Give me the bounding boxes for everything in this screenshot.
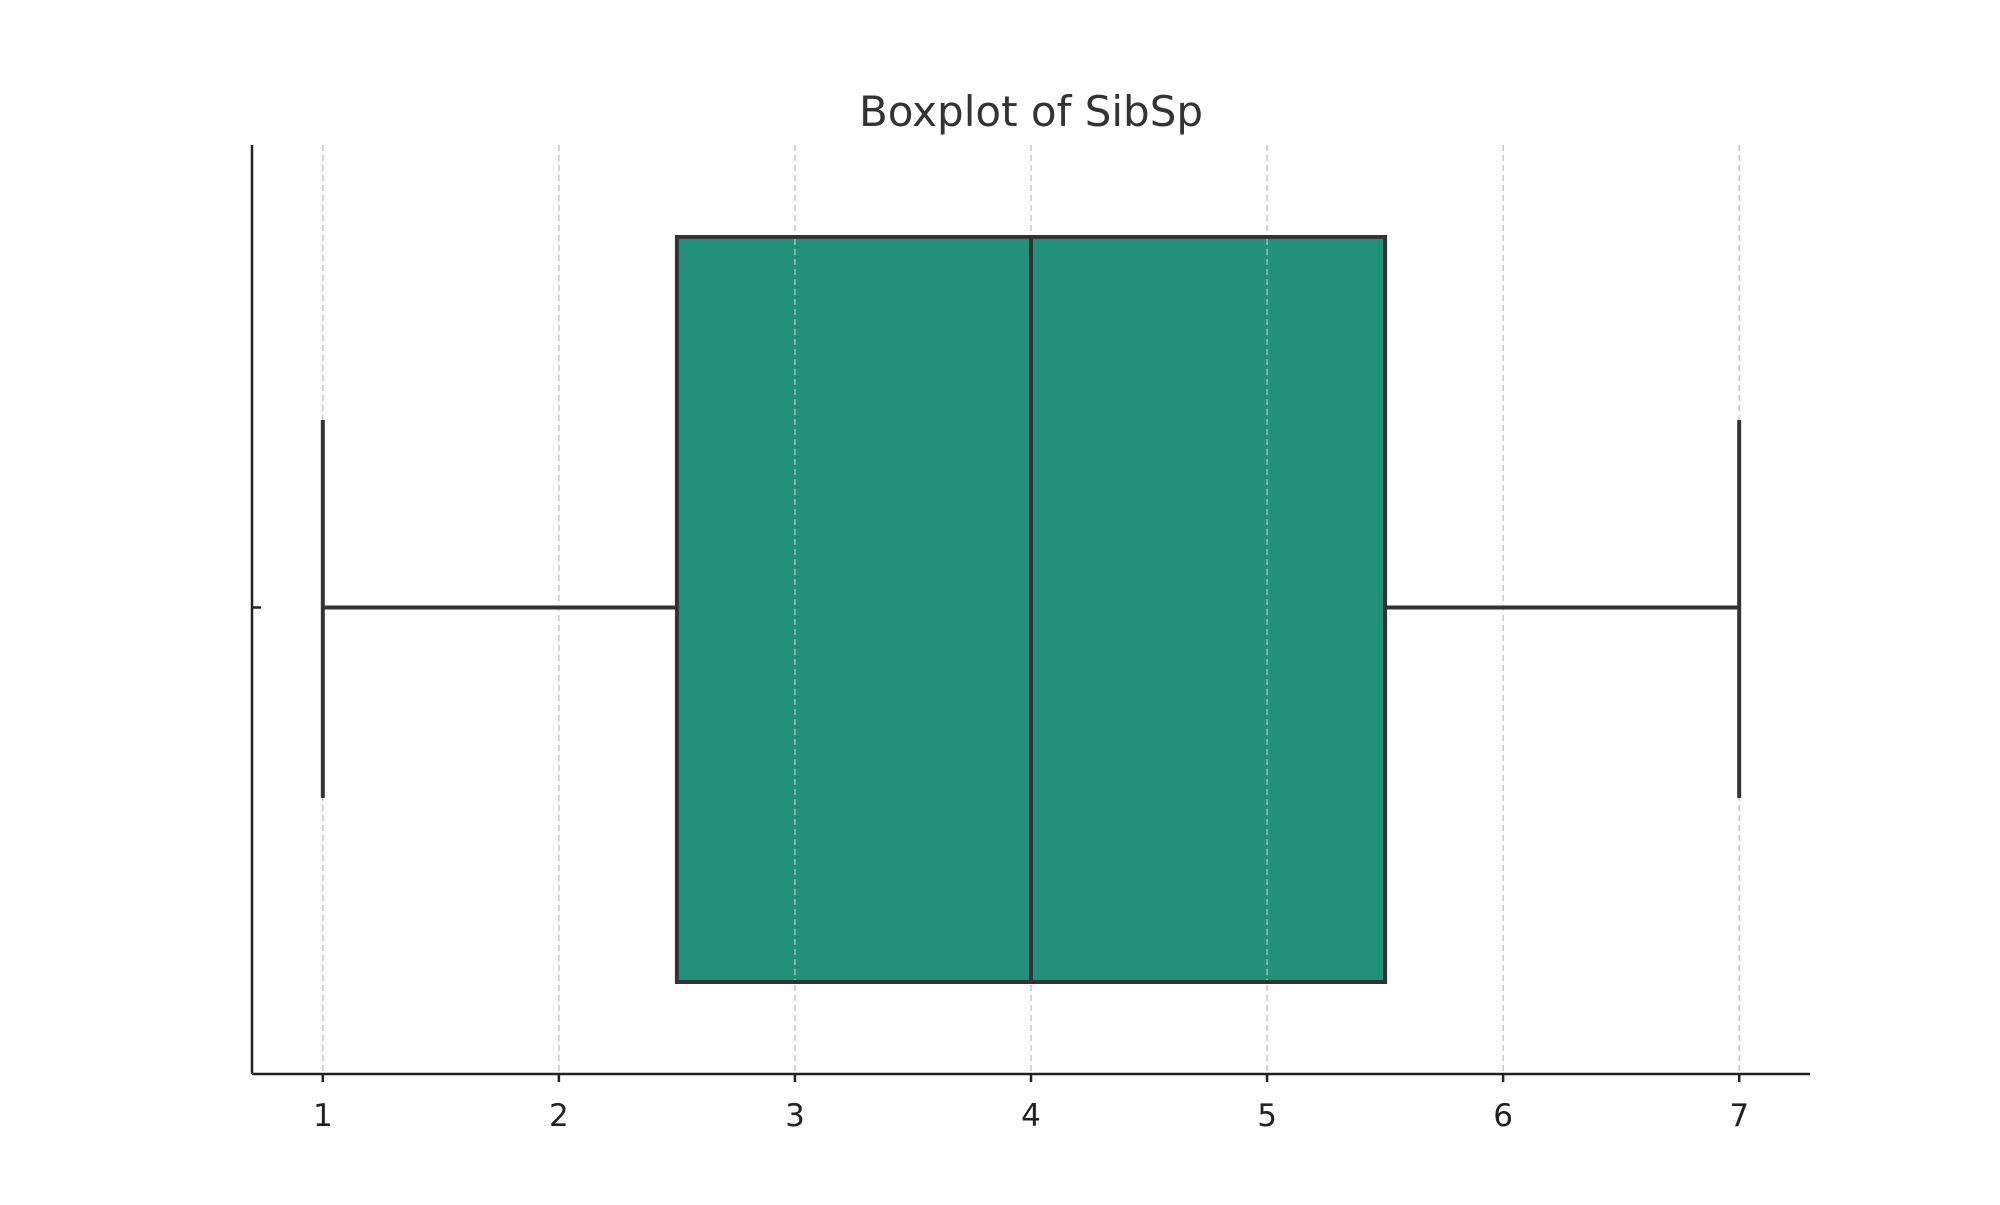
- x-tick-label-2: 2: [549, 1098, 569, 1134]
- x-tick-label-5: 5: [1257, 1098, 1277, 1134]
- x-tick-label-6: 6: [1493, 1098, 1513, 1134]
- x-tick-label-1: 1: [313, 1098, 333, 1134]
- x-tick-label-7: 7: [1729, 1098, 1749, 1134]
- x-tick-label-4: 4: [1021, 1098, 1041, 1134]
- chart-title: Boxplot of SibSp: [859, 87, 1203, 136]
- x-tick-label-3: 3: [785, 1098, 805, 1134]
- box-layer: [320, 235, 1742, 984]
- axis-layer: 1 2 3 4 5 6 7: [250, 145, 1810, 1134]
